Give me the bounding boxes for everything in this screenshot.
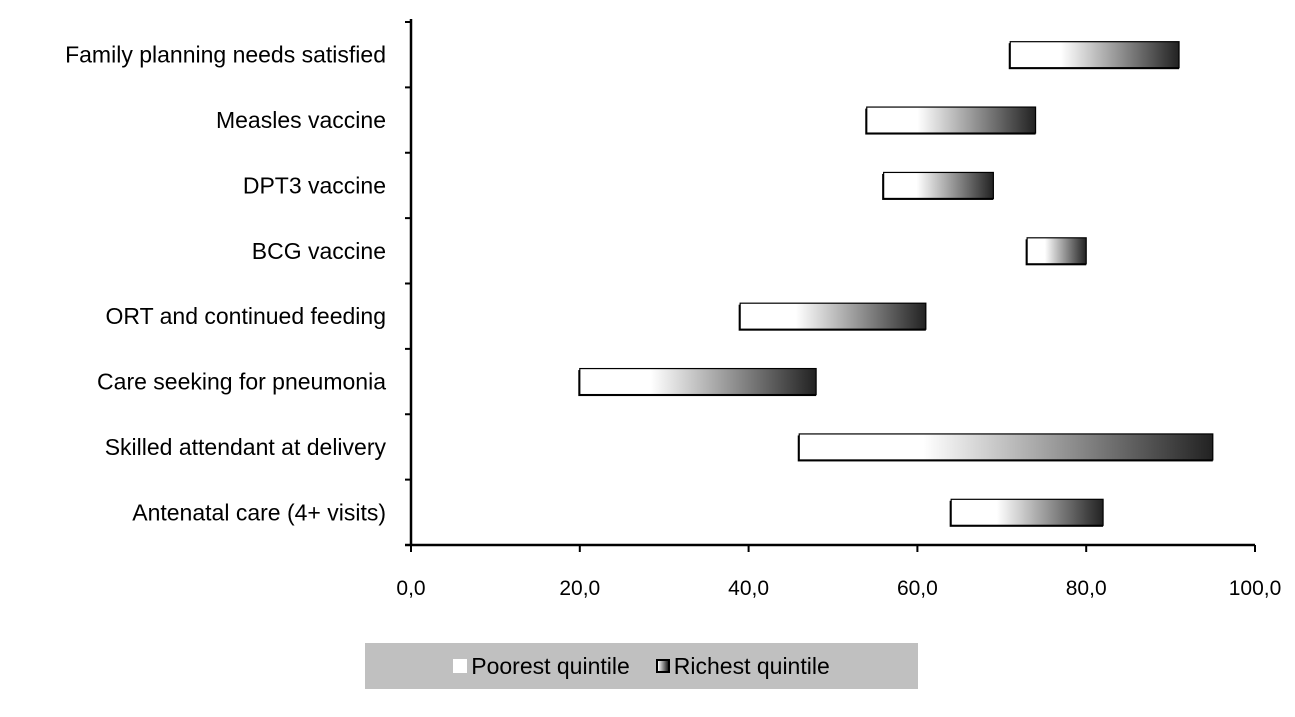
legend-swatch-richest <box>655 659 670 673</box>
category-label: DPT3 vaccine <box>243 172 386 198</box>
bars-group <box>578 41 1214 527</box>
range-bar <box>866 106 1037 134</box>
range-bar <box>798 433 1214 461</box>
range-bar <box>950 498 1104 526</box>
range-bar <box>1026 237 1087 265</box>
category-label: BCG vaccine <box>252 238 386 264</box>
x-tick-label: 20,0 <box>559 577 600 600</box>
range-bar <box>579 367 817 396</box>
category-label: Family planning needs satisfied <box>65 42 386 68</box>
legend-label-poorest: Poorest quintile <box>471 652 630 679</box>
legend-item-richest: Richest quintile <box>655 652 830 680</box>
x-tick-label: 40,0 <box>728 577 769 600</box>
range-bar <box>739 302 927 330</box>
category-label: Skilled attendant at delivery <box>105 434 387 460</box>
x-tick-label: 0,0 <box>396 577 425 600</box>
x-tick-label: 100,0 <box>1229 577 1282 600</box>
legend-label-richest: Richest quintile <box>673 652 830 679</box>
category-label: Antenatal care (4+ visits) <box>132 499 386 525</box>
x-tick-label: 60,0 <box>897 577 938 600</box>
category-label: Measles vaccine <box>216 107 386 133</box>
category-label: ORT and continued feeding <box>106 303 386 329</box>
range-bar <box>883 171 994 200</box>
legend-swatch-poorest <box>453 659 468 673</box>
labels-group: Family planning needs satisfied Measles v… <box>65 42 1281 600</box>
legend-item-poorest: Poorest quintile <box>453 653 630 680</box>
x-tick-label: 80,0 <box>1066 577 1107 600</box>
axes-group <box>405 19 1256 552</box>
category-label: Care seeking for pneumonia <box>97 369 386 395</box>
legend: Poorest quintile Richest quintile <box>365 643 918 689</box>
range-bar <box>1009 41 1180 69</box>
